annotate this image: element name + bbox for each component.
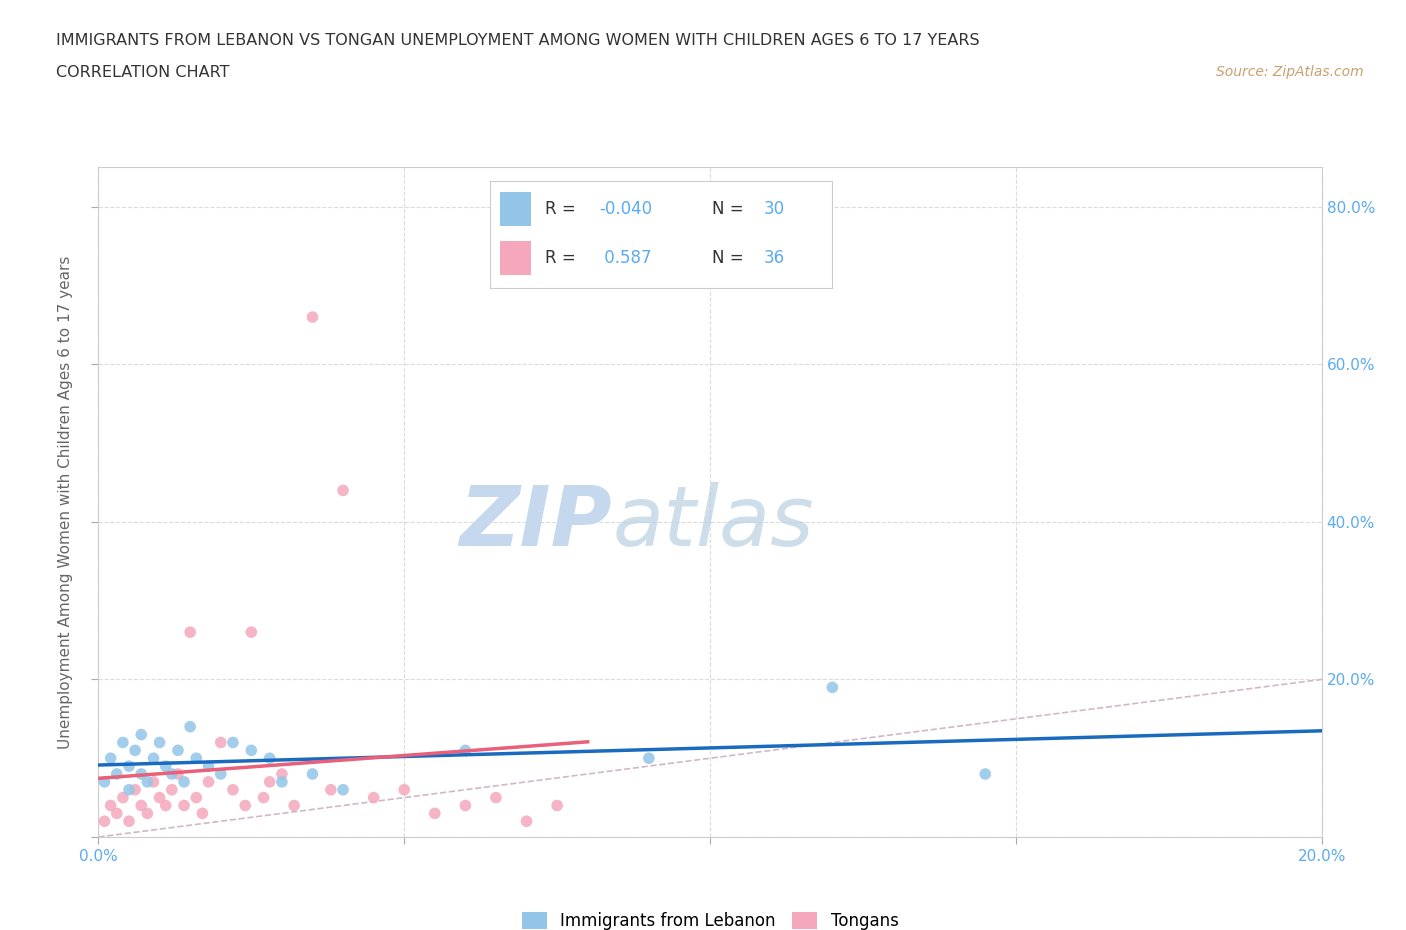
Point [155, 759, 177, 774]
Point [173, 798, 195, 813]
Text: Source: ZipAtlas.com: Source: ZipAtlas.com [1216, 65, 1364, 79]
Point [233, 798, 256, 813]
Point [197, 759, 219, 774]
Point [209, 735, 232, 750]
Point [136, 775, 159, 790]
Point [167, 766, 190, 781]
Point [821, 680, 844, 695]
Point [319, 782, 342, 797]
Point [222, 782, 245, 797]
Point [129, 727, 152, 742]
Y-axis label: Unemployment Among Women with Children Ages 6 to 17 years: Unemployment Among Women with Children A… [58, 256, 73, 749]
Point [124, 743, 146, 758]
Point [129, 798, 152, 813]
Point [118, 814, 141, 829]
Point [392, 782, 416, 797]
Point [105, 766, 128, 781]
Point [270, 775, 292, 790]
Text: atlas: atlas [612, 482, 814, 563]
Point [197, 775, 219, 790]
Point [111, 790, 134, 805]
Point [100, 751, 122, 765]
Point [111, 735, 134, 750]
Text: CORRELATION CHART: CORRELATION CHART [56, 65, 229, 80]
Point [240, 625, 263, 640]
Point [136, 806, 159, 821]
Point [124, 782, 146, 797]
Text: IMMIGRANTS FROM LEBANON VS TONGAN UNEMPLOYMENT AMONG WOMEN WITH CHILDREN AGES 6 : IMMIGRANTS FROM LEBANON VS TONGAN UNEMPL… [56, 33, 980, 47]
Point [485, 790, 508, 805]
Text: ZIP: ZIP [460, 482, 612, 563]
Point [222, 735, 245, 750]
Point [160, 782, 183, 797]
Point [191, 806, 214, 821]
Point [149, 790, 172, 805]
Point [252, 790, 274, 805]
Point [637, 751, 661, 765]
Point [167, 743, 190, 758]
Point [149, 735, 172, 750]
Point [186, 790, 208, 805]
Point [129, 766, 152, 781]
Point [93, 775, 115, 790]
Point [100, 798, 122, 813]
Point [332, 782, 354, 797]
Point [155, 798, 177, 813]
Point [363, 790, 385, 805]
Point [105, 806, 128, 821]
Point [283, 798, 305, 813]
Point [186, 751, 208, 765]
Point [142, 751, 165, 765]
Point [93, 814, 115, 829]
Point [546, 798, 568, 813]
Point [270, 766, 292, 781]
Legend: Immigrants from Lebanon, Tongans: Immigrants from Lebanon, Tongans [515, 906, 905, 930]
Point [332, 483, 354, 498]
Point [259, 775, 281, 790]
Point [179, 625, 201, 640]
Point [179, 719, 201, 734]
Point [142, 775, 165, 790]
Point [209, 766, 232, 781]
Point [974, 766, 997, 781]
Point [301, 310, 323, 325]
Point [259, 751, 281, 765]
Point [160, 766, 183, 781]
Point [423, 806, 446, 821]
Point [240, 743, 263, 758]
Point [118, 759, 141, 774]
Point [454, 743, 477, 758]
Point [118, 782, 141, 797]
Point [454, 798, 477, 813]
Point [516, 814, 538, 829]
Point [301, 766, 323, 781]
Point [173, 775, 195, 790]
